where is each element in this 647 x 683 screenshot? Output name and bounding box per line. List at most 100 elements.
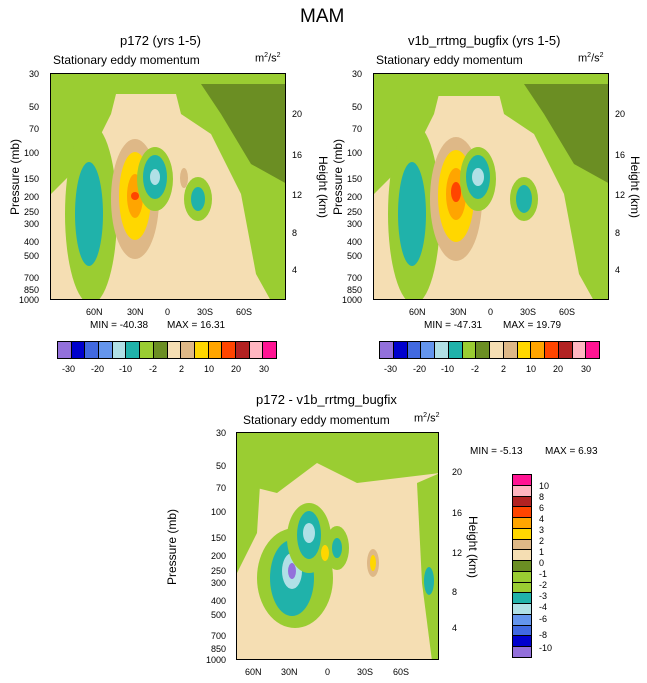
panel2-colorbar-box (490, 342, 504, 358)
panel3-cbar-label-10: -3 (539, 591, 548, 601)
panel2-cbar-label-6: 20 (553, 364, 564, 374)
panel3-colorbar-box (513, 518, 531, 529)
panel2-xtick-4: 60S (559, 307, 576, 317)
panel1-cbar-label-1: -20 (91, 364, 105, 374)
panel2-cell-eq-core (472, 168, 484, 186)
panel1-ytick-11: 850 (23, 285, 39, 295)
panel1-ytick-2: 70 (28, 124, 39, 134)
panel2-band-sh-dark (524, 84, 608, 183)
panel3-y2tick-2: 12 (452, 548, 463, 558)
panel3-cell-eq-core (332, 538, 342, 558)
panel3-ytick-8: 400 (210, 596, 226, 606)
panel3-colorbar-box (513, 485, 531, 497)
panel1-xtick-1: 30N (127, 307, 144, 317)
panel3-ytick-7: 300 (210, 578, 226, 588)
panel3-ytick-1: 50 (215, 461, 226, 471)
panel3-colorbar-box (513, 550, 531, 562)
panel2-max: MAX = 19.79 (503, 320, 562, 331)
panel2-ytick-9: 500 (346, 251, 362, 261)
panel1-xtick-2: 0 (165, 307, 171, 317)
panel1-xtick-4: 60S (236, 307, 253, 317)
panel2-colorbar-box (476, 342, 490, 358)
panel2-colorbar-box (435, 342, 449, 358)
panel1-colorbar-box (140, 342, 154, 358)
panel2-colorbar-box (572, 342, 587, 358)
panel2-colorbar-box (558, 342, 573, 358)
panel2-cell-sh (516, 185, 532, 213)
panel2-colorbar-box (407, 342, 422, 358)
panel2-ytick-4: 150 (346, 174, 362, 184)
panel3-colorbar-box (513, 528, 531, 540)
panel3-cbar-label-2: 6 (539, 503, 545, 513)
panel3-y2tick-3: 8 (452, 587, 458, 597)
panel3-band-left (237, 453, 262, 573)
panel3-colorbar-box (513, 614, 531, 626)
panel1-colorbar-box (71, 342, 86, 358)
panel3-cbar-label-7: 0 (539, 558, 545, 568)
panel3-ytick-9: 500 (210, 610, 226, 620)
panel2-min: MIN = -47.31 (424, 320, 483, 331)
panel1-cell-small (180, 168, 188, 188)
panel3-cell-jet-core (303, 523, 315, 543)
panel3-cbar-label-6: 1 (539, 547, 545, 557)
panel1-colorbar-box (58, 342, 72, 358)
panel2-ytick-2: 70 (351, 124, 362, 134)
panel3-colorbar-box (513, 561, 531, 572)
panel3-colorbar-box (513, 539, 531, 551)
panel1-colorbar-box (112, 342, 127, 358)
panel2-colorbar-box (421, 342, 435, 358)
panel3-colorbar-box (513, 593, 531, 605)
panel1-cbar-label-0: -30 (62, 364, 76, 374)
panel3-ytick-2: 70 (215, 483, 226, 493)
panel3-xtick-0: 60N (245, 667, 262, 677)
panel2-ytick-6: 250 (346, 207, 362, 217)
panel2-ytick-8: 400 (346, 237, 362, 247)
panel1-cell-nh-core (75, 162, 103, 266)
panel1-cell-jet-core (131, 192, 139, 200)
page-title: MAM (300, 6, 345, 27)
panel3-colorbar-box (513, 582, 531, 594)
panel1-subtitle: Stationary eddy momentum (53, 53, 200, 67)
panel1-cbar-label-6: 20 (231, 364, 242, 374)
panel3-cbar-label-4: 3 (539, 525, 545, 535)
panel2-cell-jet-core (451, 182, 461, 202)
panel2-colorbar-box (448, 342, 463, 358)
panel3-y2tick-1: 16 (452, 508, 463, 518)
panel1-title: p172 (yrs 1-5) (120, 33, 201, 48)
panel2-ytick-1: 50 (351, 102, 362, 112)
panel2-y2tick-4: 4 (615, 265, 621, 275)
panel2-units: m2/s2 (578, 52, 604, 65)
panel2-cbar-label-7: 30 (581, 364, 592, 374)
panel2-colorbar (379, 341, 600, 359)
panel3-cbar-label-11: -4 (539, 602, 548, 612)
panel3-cell-sh (370, 555, 376, 571)
panel3-ytick-3: 100 (210, 507, 226, 517)
panel1-colorbar-box (99, 342, 113, 358)
panel3-xtick-3: 30S (357, 667, 374, 677)
panel1-cbar-label-4: 2 (179, 364, 185, 374)
panel3-cbar-label-12: -6 (539, 614, 548, 624)
panel1-colorbar (57, 341, 277, 359)
panel2-xtick-2: 0 (488, 307, 494, 317)
panel1-y2tick-0: 20 (292, 109, 303, 119)
panel3-colorbar-box (513, 604, 531, 615)
panel1-colorbar-box (222, 342, 236, 358)
panel1-colorbar-box (167, 342, 182, 358)
panel2-y2label: Height (km) (628, 155, 642, 218)
panel1-cell-eq-core (150, 169, 160, 185)
panel2-colorbar-box (503, 342, 518, 358)
panel3-subtitle: Stationary eddy momentum (243, 413, 390, 427)
panel2-y2tick-0: 20 (615, 109, 626, 119)
panel3-ytick-0: 30 (215, 428, 226, 438)
panel2-ytick-11: 850 (346, 285, 362, 295)
panel3-xtick-4: 60S (393, 667, 410, 677)
panel1-colorbar-box (263, 342, 276, 358)
panel2-cbar-label-2: -10 (441, 364, 455, 374)
panel1-cbar-label-5: 10 (204, 364, 215, 374)
panel3-band-right (417, 473, 438, 659)
panel1-band-sh-dark (201, 84, 285, 183)
panel3-colorbar-box (513, 625, 531, 637)
panel1-colorbar-box (235, 342, 250, 358)
panel1-ytick-4: 150 (23, 174, 39, 184)
panel3-contour-field (237, 433, 438, 659)
